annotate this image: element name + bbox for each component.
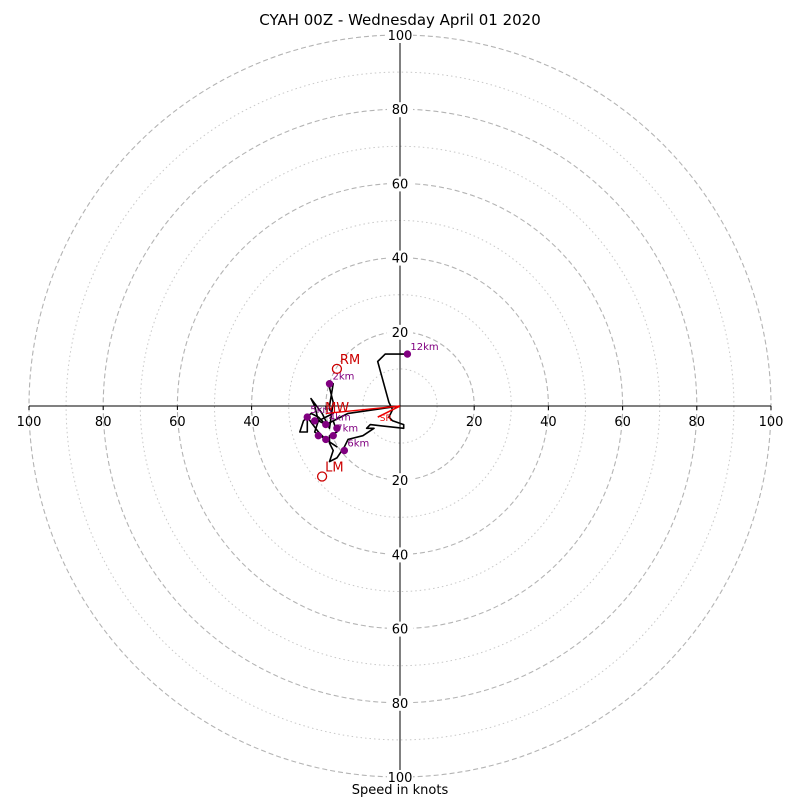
height-marker [325,380,334,388]
y-tick-label: 100 [388,771,413,786]
y-tick-label: 40 [392,548,409,563]
height-marker-label: 5km [310,405,332,416]
y-tick-label: 40 [392,252,409,267]
shear-vector [377,405,401,418]
y-tick-label: 60 [392,623,409,638]
tick-labels: 100 80 60 40 20 40 60 80 100 100 80 60 40 20 20 40 60 80 1… [17,28,784,786]
tick-label-bg [387,547,413,563]
height-marker-label: 2km [333,372,355,383]
y-tick-label: 80 [392,103,409,118]
height-marker [340,446,349,455]
x-tick-label: 80 [689,415,706,430]
mean-wind-vector [325,405,401,415]
y-tick-label: 60 [392,177,409,192]
tick-label-bg [387,695,413,711]
x-tick-label: 40 [540,415,557,430]
storm-motion-label: MW [325,401,349,416]
shear-vector-label: SR [380,414,392,424]
height-marker [322,420,330,429]
x-tick-label: 80 [95,415,112,430]
height-marker [303,413,311,421]
y-tick-label: 100 [388,29,413,44]
chart-title: CYAH 00Z - Wednesday April 01 2020 [259,11,541,29]
storm-motion-marker [316,471,328,482]
height-marker [329,431,337,440]
height-marker [310,417,319,425]
tick-label-bg [387,102,413,118]
wind-profile-line [298,353,408,463]
height-marker [314,431,323,440]
tick-label-bg [387,473,413,489]
height-marker-label: 6km [347,439,369,450]
height-marker-label: 7km [336,424,358,435]
height-marker-label: 4km [329,413,351,424]
tick-label-bg [387,250,413,266]
height-marker-label: 12km [410,342,438,353]
x-tick-label: 100 [17,415,42,430]
storm-motion-marker [331,363,343,375]
x-tick-label: 40 [243,415,260,430]
storm-motion-label: RM [340,353,360,368]
y-tick-label: 20 [392,474,409,489]
x-tick-label: 60 [614,415,631,430]
y-tick-label: 80 [392,697,409,712]
x-tick-label: 100 [759,415,784,430]
x-tick-label: 60 [169,415,186,430]
storm-motion-label: LM [325,460,343,475]
height-marker [322,435,330,444]
tick-label-bg [387,28,413,43]
height-marker [403,350,412,358]
x-axis-label: Speed in knots [351,783,449,798]
tick-label-bg [387,770,413,785]
tick-label-bg [387,621,413,637]
height-marker [333,424,341,432]
hodograph-trace: SR [298,353,408,463]
x-tick-label: 20 [466,415,483,430]
tick-label-bg [387,324,413,340]
y-tick-label: 20 [392,326,409,341]
storm-motion-markers: RM LM MW [316,353,360,482]
tick-label-bg [387,176,413,192]
